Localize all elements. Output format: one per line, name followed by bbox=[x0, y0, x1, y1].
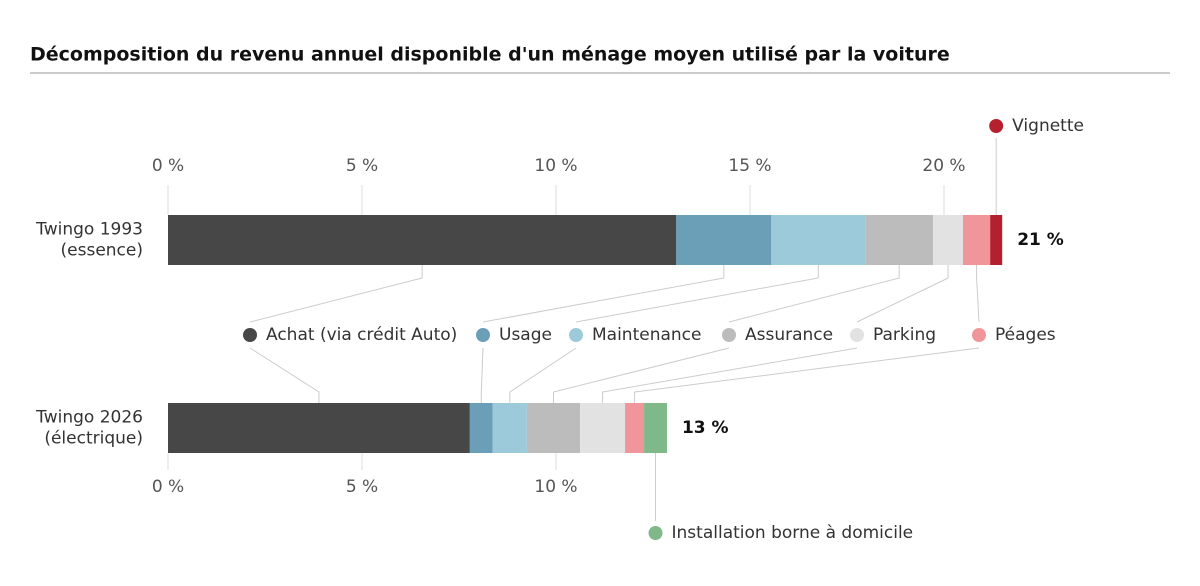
legend-label: Usage bbox=[499, 325, 552, 345]
category-label: (essence) bbox=[61, 241, 143, 261]
category-label: (électrique) bbox=[44, 429, 143, 449]
x-tick-label: 0 % bbox=[152, 156, 184, 176]
legend-label: Vignette bbox=[1012, 116, 1084, 136]
connector-line bbox=[552, 347, 730, 403]
category-label: Twingo 2026 bbox=[35, 408, 143, 428]
legend-label: Achat (via crédit Auto) bbox=[266, 325, 457, 345]
bar-segment bbox=[625, 403, 645, 453]
connector-line bbox=[249, 347, 320, 403]
connector-line bbox=[602, 347, 858, 403]
connector-line bbox=[976, 265, 980, 323]
bar-segment bbox=[676, 215, 772, 265]
connector-line bbox=[249, 265, 423, 323]
x-tick-label: 15 % bbox=[728, 156, 771, 176]
connector-line bbox=[575, 265, 819, 323]
x-tick-label: 20 % bbox=[922, 156, 965, 176]
legend-label: Assurance bbox=[745, 325, 833, 345]
bar-segment bbox=[644, 403, 667, 453]
bar-segment bbox=[469, 403, 493, 453]
connector-line bbox=[480, 347, 484, 403]
chart-title: Décomposition du revenu annuel disponibl… bbox=[30, 44, 950, 66]
category-label: Twingo 1993 bbox=[35, 220, 143, 240]
legend-marker bbox=[648, 526, 663, 540]
x-tick-label: 5 % bbox=[346, 477, 378, 497]
bar-segment bbox=[168, 403, 470, 453]
bar-segment bbox=[990, 215, 1003, 265]
legend-marker bbox=[476, 328, 490, 342]
x-tick-label: 5 % bbox=[346, 156, 378, 176]
bar-segment bbox=[771, 215, 866, 265]
connector-line bbox=[482, 265, 725, 323]
legend-marker bbox=[243, 328, 257, 342]
bar-segment bbox=[492, 403, 527, 453]
x-tick-label: 10 % bbox=[534, 156, 577, 176]
bar-segment bbox=[865, 215, 934, 265]
legend-marker bbox=[569, 328, 583, 342]
bar-segment bbox=[933, 215, 964, 265]
total-label: 21 % bbox=[1017, 230, 1064, 250]
connector-line bbox=[856, 265, 949, 323]
bar-segment bbox=[580, 403, 626, 453]
total-label: 13 % bbox=[682, 418, 729, 438]
x-tick-label: 0 % bbox=[152, 477, 184, 497]
legend-label: Parking bbox=[873, 325, 936, 345]
legend-label: Péages bbox=[995, 325, 1056, 345]
bar-segment bbox=[963, 215, 991, 265]
bar-segment bbox=[168, 215, 677, 265]
legend-label: Maintenance bbox=[592, 325, 701, 345]
connector-line bbox=[509, 347, 577, 403]
legend-marker bbox=[850, 328, 864, 342]
connector-line bbox=[728, 265, 900, 323]
legend-marker bbox=[722, 328, 736, 342]
x-tick-label: 10 % bbox=[534, 477, 577, 497]
legend-marker bbox=[989, 119, 1004, 133]
legend-marker bbox=[972, 328, 986, 342]
connector-line bbox=[634, 347, 980, 403]
bar-segment bbox=[526, 403, 581, 453]
legend-label: Installation borne à domicile bbox=[672, 523, 914, 543]
